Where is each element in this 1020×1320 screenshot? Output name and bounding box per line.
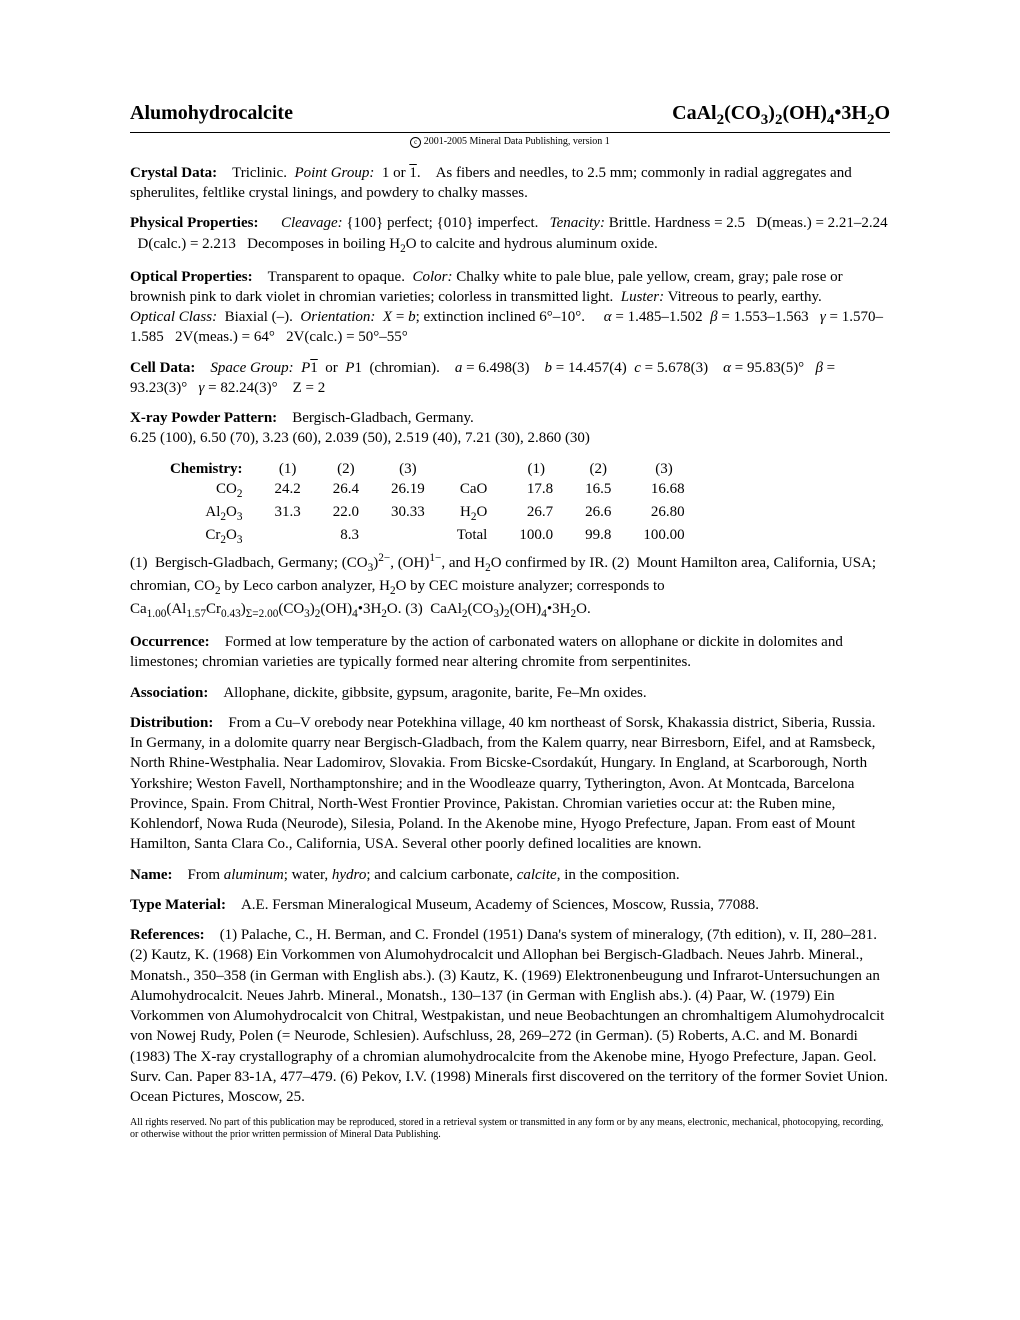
cell: 100.00	[627, 525, 700, 548]
name-section: Name: From aluminum; water, hydro; and c…	[130, 865, 890, 885]
cell: 99.8	[569, 525, 627, 548]
physical-properties-section: Physical Properties: Cleavage: {100} per…	[130, 213, 890, 256]
cell: 16.5	[569, 479, 627, 502]
cell: 100.0	[503, 525, 569, 548]
crystal-data-body: Triclinic. Point Group: 1 or 1. As fiber…	[130, 165, 852, 201]
cell: 24.2	[258, 479, 316, 502]
col-header: (1)	[503, 459, 569, 479]
cell: 26.4	[317, 479, 375, 502]
col-header	[441, 459, 504, 479]
cell: 30.33	[375, 502, 441, 525]
copyright-line: c 2001-2005 Mineral Data Publishing, ver…	[130, 135, 890, 149]
col-header: (2)	[317, 459, 375, 479]
cell: 26.7	[503, 502, 569, 525]
chemical-formula: CaAl2(CO3)2(OH)4•3H2O	[672, 100, 890, 130]
crystal-data-section: Crystal Data: Triclinic. Point Group: 1 …	[130, 163, 890, 204]
table-row: Al2O3 31.3 22.0 30.33 H2O 26.7 26.6 26.8…	[130, 502, 701, 525]
cell: CaO	[441, 479, 504, 502]
cell: 31.3	[258, 502, 316, 525]
type-material-section: Type Material: A.E. Fersman Mineralogica…	[130, 895, 890, 915]
cell: Total	[441, 525, 504, 548]
occurrence-body: Formed at low temperature by the action …	[130, 634, 843, 670]
copyright-text: 2001-2005 Mineral Data Publishing, versi…	[424, 136, 610, 147]
distribution-section: Distribution: From a Cu–V orebody near P…	[130, 713, 890, 855]
row-label: Al2O3	[130, 502, 258, 525]
cell-data-section: Cell Data: Space Group: P1 or P1 (chromi…	[130, 358, 890, 399]
cell: 26.80	[627, 502, 700, 525]
distribution-label: Distribution:	[130, 715, 213, 731]
cell: 16.68	[627, 479, 700, 502]
row-label: Cr2O3	[130, 525, 258, 548]
cell: 26.19	[375, 479, 441, 502]
name-label: Name:	[130, 867, 172, 883]
footer-rights: All rights reserved. No part of this pub…	[130, 1117, 890, 1141]
association-body: Allophane, dickite, gibbsite, gypsum, ar…	[223, 685, 646, 701]
xray-label: X-ray Powder Pattern:	[130, 410, 277, 426]
references-body: (1) Palache, C., H. Berman, and C. Frond…	[130, 927, 888, 1105]
crystal-data-label: Crystal Data:	[130, 165, 217, 181]
col-header: (2)	[569, 459, 627, 479]
chemistry-label: Chemistry:	[170, 461, 242, 477]
chemistry-table: Chemistry: (1) (2) (3) (1) (2) (3) CO2 2…	[130, 459, 701, 549]
association-label: Association:	[130, 685, 208, 701]
references-section: References: (1) Palache, C., H. Berman, …	[130, 925, 890, 1107]
mineral-name: Alumohydrocalcite	[130, 100, 293, 127]
cell-label: Cell Data:	[130, 360, 195, 376]
type-material-label: Type Material:	[130, 897, 226, 913]
table-row: CO2 24.2 26.4 26.19 CaO 17.8 16.5 16.68	[130, 479, 701, 502]
cell: 17.8	[503, 479, 569, 502]
name-body: From aluminum; water, hydro; and calcium…	[187, 867, 679, 883]
cell: 26.6	[569, 502, 627, 525]
optical-label: Optical Properties:	[130, 269, 253, 285]
type-material-body: A.E. Fersman Mineralogical Museum, Acade…	[241, 897, 759, 913]
association-section: Association: Allophane, dickite, gibbsit…	[130, 683, 890, 703]
physical-label: Physical Properties:	[130, 215, 258, 231]
col-header: (3)	[375, 459, 441, 479]
cell-body: Space Group: P1 or P1 (chromian). a = 6.…	[130, 360, 835, 396]
col-header: (1)	[258, 459, 316, 479]
xray-section: X-ray Powder Pattern: Bergisch-Gladbach,…	[130, 408, 890, 449]
distribution-body: From a Cu–V orebody near Potekhina villa…	[130, 715, 875, 853]
table-row: Chemistry: (1) (2) (3) (1) (2) (3)	[130, 459, 701, 479]
chemistry-notes: (1) Bergisch-Gladbach, Germany; (CO3)2−,…	[130, 551, 890, 623]
table-row: Cr2O3 8.3 Total 100.0 99.8 100.00	[130, 525, 701, 548]
references-label: References:	[130, 927, 205, 943]
chemistry-section: Chemistry: (1) (2) (3) (1) (2) (3) CO2 2…	[130, 459, 890, 622]
cell: H2O	[441, 502, 504, 525]
header-row: Alumohydrocalcite CaAl2(CO3)2(OH)4•3H2O	[130, 100, 890, 133]
cell: 8.3	[317, 525, 375, 548]
occurrence-label: Occurrence:	[130, 634, 210, 650]
copyright-icon: c	[410, 137, 421, 148]
row-label: CO2	[130, 479, 258, 502]
col-header: (3)	[627, 459, 700, 479]
cell	[375, 525, 441, 548]
cell: 22.0	[317, 502, 375, 525]
occurrence-section: Occurrence: Formed at low temperature by…	[130, 632, 890, 673]
optical-properties-section: Optical Properties: Transparent to opaqu…	[130, 267, 890, 348]
cell	[258, 525, 316, 548]
